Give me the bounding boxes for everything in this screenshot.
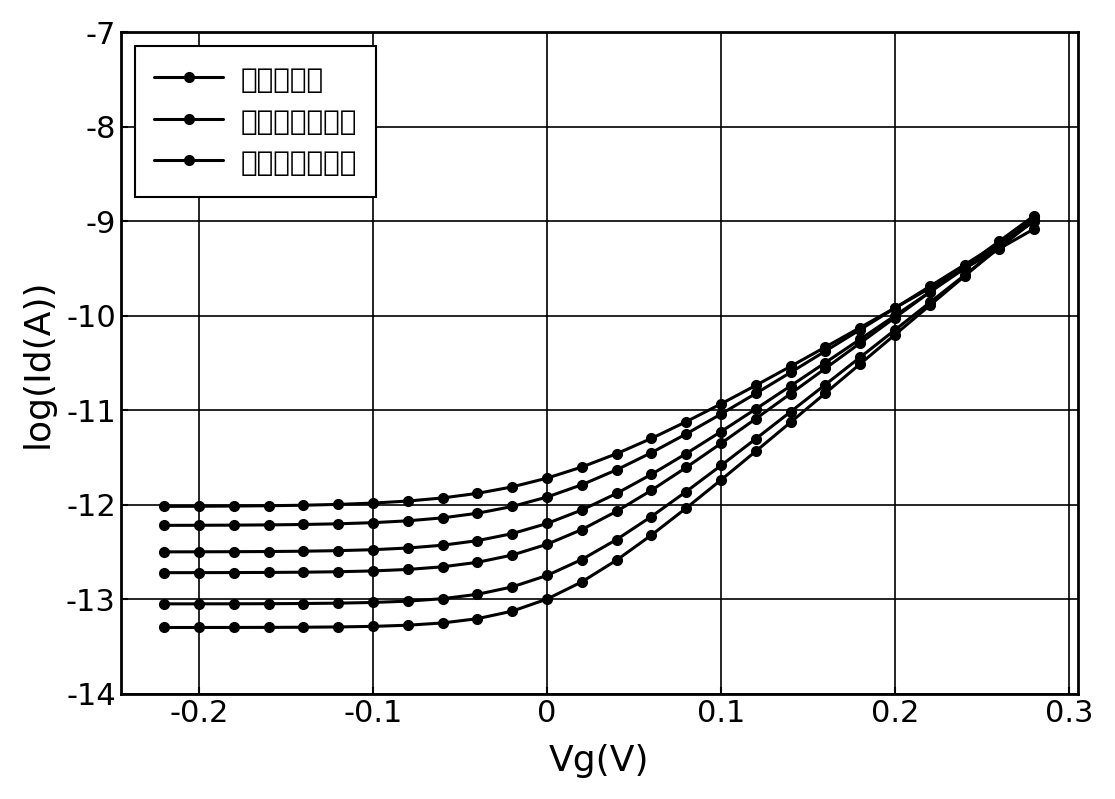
待测曲线预测値: [715, 475, 728, 485]
已测得曲线: [436, 493, 449, 503]
Line: 已测得曲线: 已测得曲线: [159, 224, 1039, 511]
已测得曲线: [471, 488, 484, 498]
待测曲线预测値: [331, 622, 345, 632]
待测曲线真实値: [923, 288, 937, 297]
待测曲线真实値: [436, 562, 449, 571]
待测曲线真实値: [227, 568, 241, 578]
待测曲线真实値: [854, 338, 867, 348]
已测得曲线: [227, 501, 241, 511]
已测得曲线: [157, 502, 171, 511]
已测得曲线: [854, 323, 867, 332]
Line: 待测曲线预测値: 待测曲线预测値: [159, 213, 1039, 632]
已测得曲线: [958, 264, 971, 273]
待测曲线预测値: [1028, 213, 1041, 222]
待测曲线真实値: [331, 567, 345, 577]
已测得曲线: [401, 496, 415, 506]
待测曲线预测値: [923, 300, 937, 310]
已测得曲线: [679, 417, 692, 427]
待测曲线预测値: [436, 618, 449, 628]
待测曲线真实値: [297, 567, 310, 577]
已测得曲线: [889, 303, 902, 312]
待测曲线真实値: [401, 565, 415, 574]
已测得曲线: [715, 399, 728, 408]
待测曲线真实値: [471, 558, 484, 567]
待测曲线预测値: [818, 388, 832, 398]
待测曲线真实値: [505, 551, 518, 560]
已测得曲线: [644, 434, 658, 443]
已测得曲线: [923, 284, 937, 293]
待测曲线预测値: [401, 620, 415, 630]
待测曲线预测値: [958, 272, 971, 281]
Line: 待测曲线真实値: 待测曲线真实値: [159, 211, 1039, 578]
已测得曲线: [818, 342, 832, 352]
待测曲线真实値: [541, 539, 554, 549]
待测曲线真实値: [367, 566, 380, 576]
待测曲线预测値: [854, 359, 867, 368]
待测曲线预测値: [644, 531, 658, 540]
已测得曲线: [192, 502, 205, 511]
待测曲线预测値: [992, 242, 1006, 252]
待测曲线预测値: [297, 622, 310, 632]
待测曲线真实値: [157, 568, 171, 578]
待测曲线真实値: [818, 364, 832, 373]
待测曲线预测値: [471, 614, 484, 623]
待测曲线预测値: [679, 503, 692, 513]
已测得曲线: [784, 362, 797, 372]
待测曲线真实値: [262, 567, 275, 577]
待测曲线预测値: [575, 577, 589, 586]
已测得曲线: [992, 244, 1006, 253]
已测得曲线: [367, 499, 380, 508]
待测曲线真实値: [749, 414, 763, 423]
待测曲线预测値: [227, 622, 241, 632]
待测曲线真实値: [784, 389, 797, 399]
待测曲线预测値: [541, 594, 554, 604]
已测得曲线: [505, 482, 518, 491]
已测得曲线: [1028, 224, 1041, 233]
待测曲线预测値: [192, 622, 205, 632]
已测得曲线: [749, 380, 763, 390]
已测得曲线: [575, 463, 589, 472]
已测得曲线: [331, 499, 345, 509]
Y-axis label: log(Id(A)): log(Id(A)): [21, 278, 55, 447]
待测曲线预测値: [784, 417, 797, 427]
待测曲线真实値: [644, 486, 658, 495]
待测曲线真实値: [575, 525, 589, 535]
待测曲线预测値: [157, 622, 171, 632]
待测曲线真实値: [889, 312, 902, 322]
待测曲线真实値: [715, 439, 728, 448]
待测曲线真实値: [610, 507, 623, 516]
X-axis label: Vg(V): Vg(V): [549, 744, 649, 778]
待测曲线真实値: [958, 262, 971, 272]
待测曲线预测値: [505, 606, 518, 616]
待测曲线真实値: [679, 463, 692, 472]
待测曲线真实値: [192, 568, 205, 578]
待测曲线预测値: [367, 622, 380, 631]
待测曲线预测値: [262, 622, 275, 632]
已测得曲线: [297, 500, 310, 510]
已测得曲线: [262, 501, 275, 511]
待测曲线预测値: [889, 330, 902, 340]
待测曲线预测値: [610, 555, 623, 565]
待测曲线真实値: [1028, 211, 1041, 221]
待测曲线真实値: [992, 237, 1006, 246]
Legend: 已测得曲线, 待测曲线真实値, 待测曲线预测値: 已测得曲线, 待测曲线真实値, 待测曲线预测値: [135, 46, 376, 197]
已测得曲线: [541, 473, 554, 483]
已测得曲线: [610, 449, 623, 459]
待测曲线预测値: [749, 447, 763, 456]
